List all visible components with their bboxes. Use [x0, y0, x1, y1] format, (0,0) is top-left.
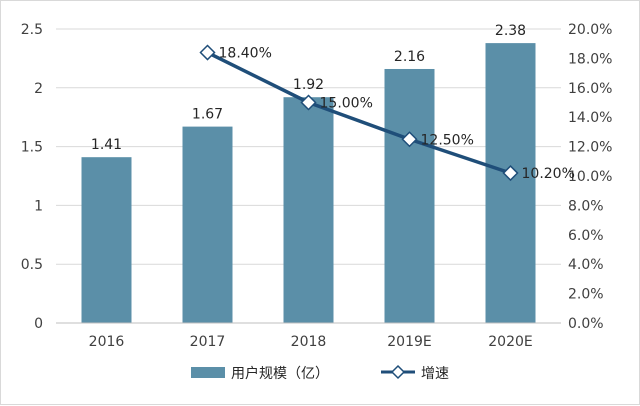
- left-tick-label: 1.5: [21, 140, 43, 156]
- right-tick-label: 4.0%: [568, 257, 604, 273]
- bar: [81, 157, 132, 323]
- growth-line: [206, 50, 512, 175]
- x-tick-label: 2020E: [488, 334, 532, 350]
- right-tick-label: 18.0%: [568, 51, 612, 67]
- right-tick-label: 0.0%: [568, 316, 604, 332]
- bar-value-label: 2.16: [394, 49, 425, 65]
- bar: [283, 97, 334, 323]
- right-tick-label: 8.0%: [568, 198, 604, 214]
- left-tick-label: 2.5: [21, 22, 43, 38]
- bar: [485, 43, 536, 323]
- bar: [384, 68, 435, 323]
- bar-value-label: 1.41: [91, 137, 122, 153]
- growth-marker: [502, 164, 519, 182]
- right-tick-label: 20.0%: [568, 22, 612, 38]
- left-tick-label: 0: [34, 316, 43, 332]
- bar-series: 1.41 1.67 1.92 2.16 2.38: [81, 23, 536, 323]
- left-y-axis: 0 0.5 1 1.5 2 2.5: [21, 22, 43, 332]
- growth-value-label: 12.50%: [421, 132, 474, 148]
- growth-value-label: 15.00%: [320, 96, 373, 112]
- bar-value-label: 1.67: [192, 107, 223, 123]
- x-tick-label: 2019E: [387, 334, 431, 350]
- bar: [182, 126, 233, 323]
- left-tick-label: 2: [34, 81, 43, 97]
- left-tick-label: 0.5: [21, 257, 43, 273]
- legend-bar-label: 用户规模（亿）: [231, 365, 329, 382]
- legend-line-label: 增速: [421, 366, 449, 382]
- x-tick-label: 2018: [291, 334, 327, 350]
- right-y-axis: 0.0% 2.0% 4.0% 6.0% 8.0% 10.0% 12.0% 14.0% 16.0%…: [568, 22, 612, 332]
- right-tick-label: 2.0%: [568, 287, 604, 303]
- growth-marker: [199, 44, 216, 61]
- line-series: 18.40% 15.00% 12.50% 10.20%: [199, 44, 575, 182]
- x-axis: 2016 2017 2018 2019E 2020E: [56, 322, 561, 350]
- growth-marker: [401, 131, 418, 148]
- growth-value-label: 10.20%: [522, 166, 575, 182]
- growth-value-label: 18.40%: [219, 46, 272, 62]
- bar-value-label: 2.38: [495, 23, 526, 39]
- x-tick-label: 2016: [89, 334, 125, 350]
- right-tick-label: 10.0%: [568, 169, 612, 185]
- left-tick-label: 1: [34, 198, 43, 214]
- right-tick-label: 14.0%: [568, 110, 612, 126]
- legend-line-marker: [390, 364, 406, 380]
- right-tick-label: 6.0%: [568, 228, 604, 244]
- bar-value-label: 1.92: [293, 77, 324, 93]
- x-tick-label: 2017: [190, 334, 226, 350]
- right-tick-label: 16.0%: [568, 81, 612, 97]
- right-tick-label: 12.0%: [568, 140, 612, 156]
- legend-bar-swatch: [191, 367, 225, 378]
- legend: 用户规模（亿） 增速: [191, 364, 449, 382]
- growth-marker: [300, 94, 317, 111]
